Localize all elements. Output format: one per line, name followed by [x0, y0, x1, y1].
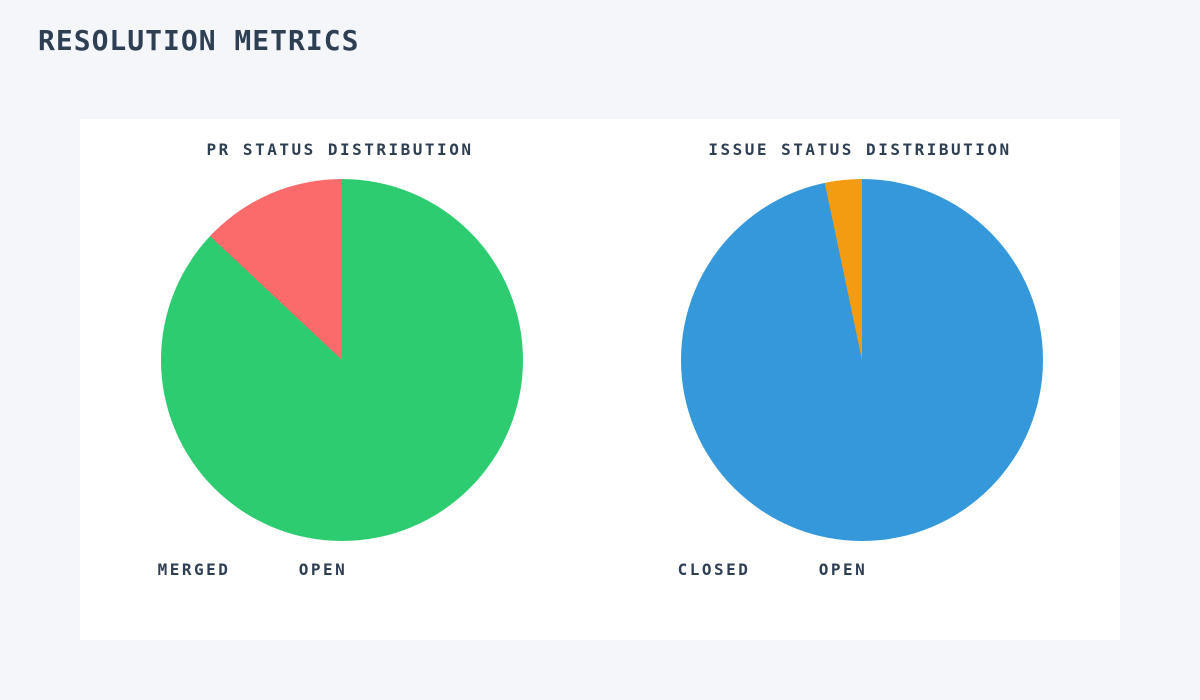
- issue-label-closed: CLOSED: [677, 560, 751, 579]
- pr-status-chart: PR STATUS DISTRIBUTION MERGED OPEN: [80, 119, 600, 640]
- pr-label-merged: MERGED: [157, 560, 231, 579]
- issue-status-pie: [681, 179, 1043, 541]
- issue-status-chart: ISSUE STATUS DISTRIBUTION CLOSED OPEN: [600, 119, 1120, 640]
- issue-chart-title: ISSUE STATUS DISTRIBUTION: [708, 140, 1012, 159]
- metrics-card: PR STATUS DISTRIBUTION MERGED OPEN ISSUE…: [80, 119, 1120, 640]
- issue-chart-labels: CLOSED OPEN: [600, 560, 1120, 580]
- page-title: RESOLUTION METRICS: [38, 24, 360, 57]
- pr-status-pie: [161, 179, 523, 541]
- issue-label-open: OPEN: [818, 560, 868, 579]
- pr-label-open: OPEN: [298, 560, 348, 579]
- pr-chart-title: PR STATUS DISTRIBUTION: [206, 140, 474, 159]
- pr-chart-labels: MERGED OPEN: [80, 560, 600, 580]
